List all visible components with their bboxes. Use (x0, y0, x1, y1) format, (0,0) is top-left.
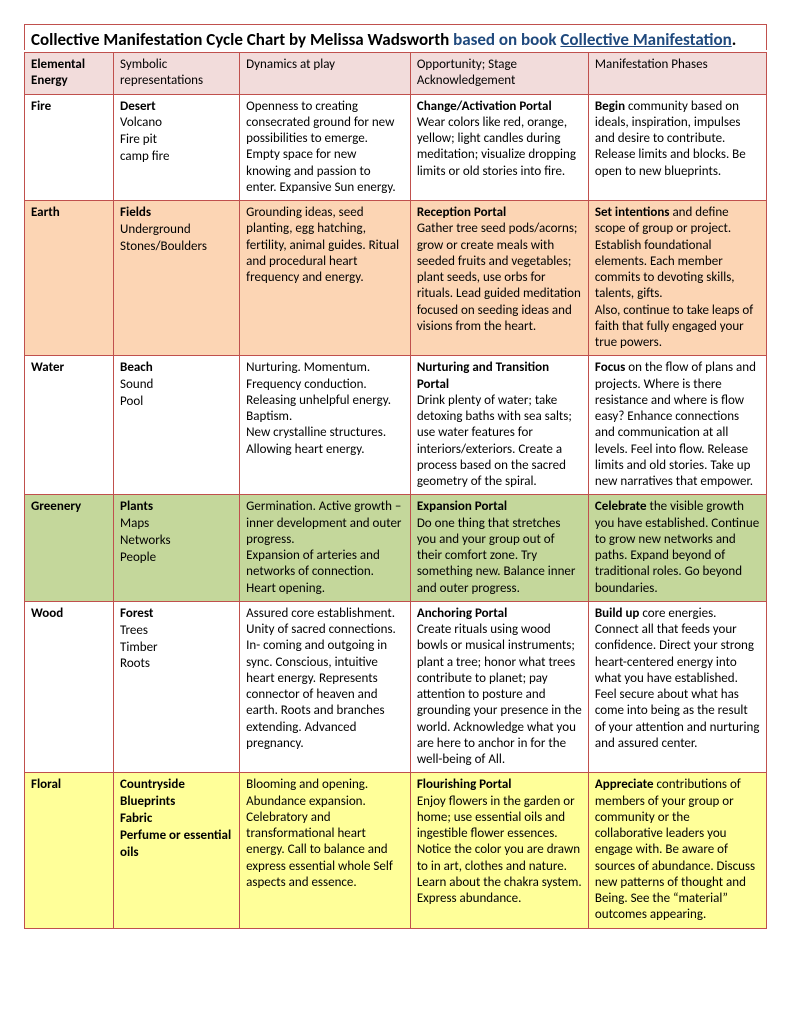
opportunity-lead: Expansion Portal (417, 499, 507, 514)
cell-symbolic: Plants MapsNetworksPeople (114, 495, 240, 602)
opportunity-rest: Gather tree seed pods/acorns; grow or cr… (417, 221, 581, 334)
cycle-table: Elemental Energy Symbolic representation… (24, 52, 767, 929)
cell-dynamics: Openness to creating consecrated ground … (240, 94, 411, 201)
phase-rest: and define scope of group or project. Es… (595, 205, 753, 350)
phase-rest: contributions of members of your group o… (595, 777, 755, 922)
cell-symbolic: Fields UndergroundStones/Boulders (114, 201, 240, 356)
cell-symbolic: DesertVolcanoFire pitcamp fire (114, 94, 240, 201)
cell-phases: Build up core energies. Connect all that… (588, 601, 766, 773)
symbolic-lead: Desert (120, 99, 156, 114)
cell-dynamics: Blooming and opening. Abundance expansio… (240, 773, 411, 928)
symbolic-lead: Forest (120, 606, 153, 621)
symbolic-lead: Fields (120, 205, 151, 220)
phase-rest: on the flow of plans and projects. Where… (595, 360, 756, 489)
cell-phases: Celebrate the visible growth you have es… (588, 495, 766, 602)
opportunity-lead: Anchoring Portal (417, 606, 507, 621)
opportunity-rest: Create rituals using wood bowls or music… (417, 622, 582, 767)
cell-opportunity: Reception PortalGather tree seed pods/ac… (410, 201, 588, 356)
cell-phases: Begin community based on ideals, inspira… (588, 94, 766, 201)
symbolic-rest: UndergroundStones/Boulders (120, 222, 207, 254)
symbolic-lead: CountrysideBlueprintsFabricPerfume or es… (120, 777, 231, 860)
opportunity-lead: Reception Portal (417, 205, 506, 220)
cell-elemental: Fire (25, 94, 114, 201)
symbolic-rest: VolcanoFire pitcamp fire (120, 115, 169, 164)
cell-dynamics: Grounding ideas, seed planting, egg hatc… (240, 201, 411, 356)
cell-elemental: Greenery (25, 495, 114, 602)
table-row: FireDesertVolcanoFire pitcamp fireOpenne… (25, 94, 767, 201)
header-symbolic: Symbolic representations (114, 53, 240, 95)
table-row: Water Beach SoundPool Nurturing. Momentum. … (25, 356, 767, 495)
cell-opportunity: Nurturing and Transition PortalDrink ple… (410, 356, 588, 495)
phase-lead: Celebrate (595, 499, 647, 514)
phase-lead: Set intentions (595, 205, 670, 220)
opportunity-rest: Enjoy flowers in the garden or home; use… (417, 794, 582, 907)
table-row: Wood Forest TreesTimberRoots Assured core e… (25, 601, 767, 773)
phase-lead: Appreciate (595, 777, 654, 792)
title-based: based on book (453, 29, 560, 50)
cell-elemental: Water (25, 356, 114, 495)
table-row: Earth Fields UndergroundStones/Boulders Gro… (25, 201, 767, 356)
phase-rest: core energies. Connect all that feeds yo… (595, 606, 760, 751)
cell-symbolic: Forest TreesTimberRoots (114, 601, 240, 773)
symbolic-lead: Plants (120, 499, 153, 514)
cell-phases: Appreciate contributions of members of y… (588, 773, 766, 928)
cell-symbolic: CountrysideBlueprintsFabricPerfume or es… (114, 773, 240, 928)
cell-opportunity: Anchoring PortalCreate rituals using woo… (410, 601, 588, 773)
cell-elemental: Floral (25, 773, 114, 928)
page-title: Collective Manifestation Cycle Chart by … (24, 24, 767, 50)
header-row: Elemental Energy Symbolic representation… (25, 53, 767, 95)
opportunity-rest: Drink plenty of water; take detoxing bat… (417, 393, 572, 489)
cell-dynamics: Germination. Active growth – inner devel… (240, 495, 411, 602)
opportunity-lead: Nurturing and Transition Portal (417, 360, 549, 391)
cell-opportunity: Flourishing Portal Enjoy flowers in the g… (410, 773, 588, 928)
header-phases: Manifestation Phases (588, 53, 766, 95)
symbolic-rest: TreesTimberRoots (120, 623, 158, 672)
phase-lead: Begin (595, 99, 625, 114)
title-suffix: . (732, 29, 737, 50)
title-link[interactable]: Collective Manifestation (560, 29, 731, 50)
cell-dynamics: Nurturing. Momentum. Frequency conductio… (240, 356, 411, 495)
title-prefix: Collective Manifestation Cycle Chart by … (31, 29, 453, 50)
symbolic-rest: MapsNetworksPeople (120, 516, 171, 565)
header-dynamics: Dynamics at play (240, 53, 411, 95)
cell-opportunity: Expansion Portal Do one thing that stretc… (410, 495, 588, 602)
phase-lead: Build up (595, 606, 640, 621)
opportunity-lead: Flourishing Portal (417, 777, 512, 792)
cell-phases: Focus on the flow of plans and projects.… (588, 356, 766, 495)
symbolic-rest: SoundPool (120, 377, 153, 409)
opportunity-rest: Wear colors like red, orange, yellow; li… (417, 115, 576, 179)
cell-opportunity: Change/Activation PortalWear colors like… (410, 94, 588, 201)
header-opportunity: Opportunity; Stage Acknowledgement (410, 53, 588, 95)
phase-lead: Focus (595, 360, 625, 375)
cell-elemental: Earth (25, 201, 114, 356)
opportunity-lead: Change/Activation Portal (417, 99, 552, 114)
cell-elemental: Wood (25, 601, 114, 773)
cell-symbolic: Beach SoundPool (114, 356, 240, 495)
table-row: Greenery Plants MapsNetworksPeople Germinat… (25, 495, 767, 602)
header-elemental: Elemental Energy (25, 53, 114, 95)
cell-phases: Set intentions and define scope of group… (588, 201, 766, 356)
symbolic-lead: Beach (120, 360, 153, 375)
cell-dynamics: Assured core establishment. Unity of sac… (240, 601, 411, 773)
opportunity-rest: Do one thing that stretches you and your… (417, 516, 576, 596)
table-row: FloralCountrysideBlueprintsFabricPerfume… (25, 773, 767, 928)
